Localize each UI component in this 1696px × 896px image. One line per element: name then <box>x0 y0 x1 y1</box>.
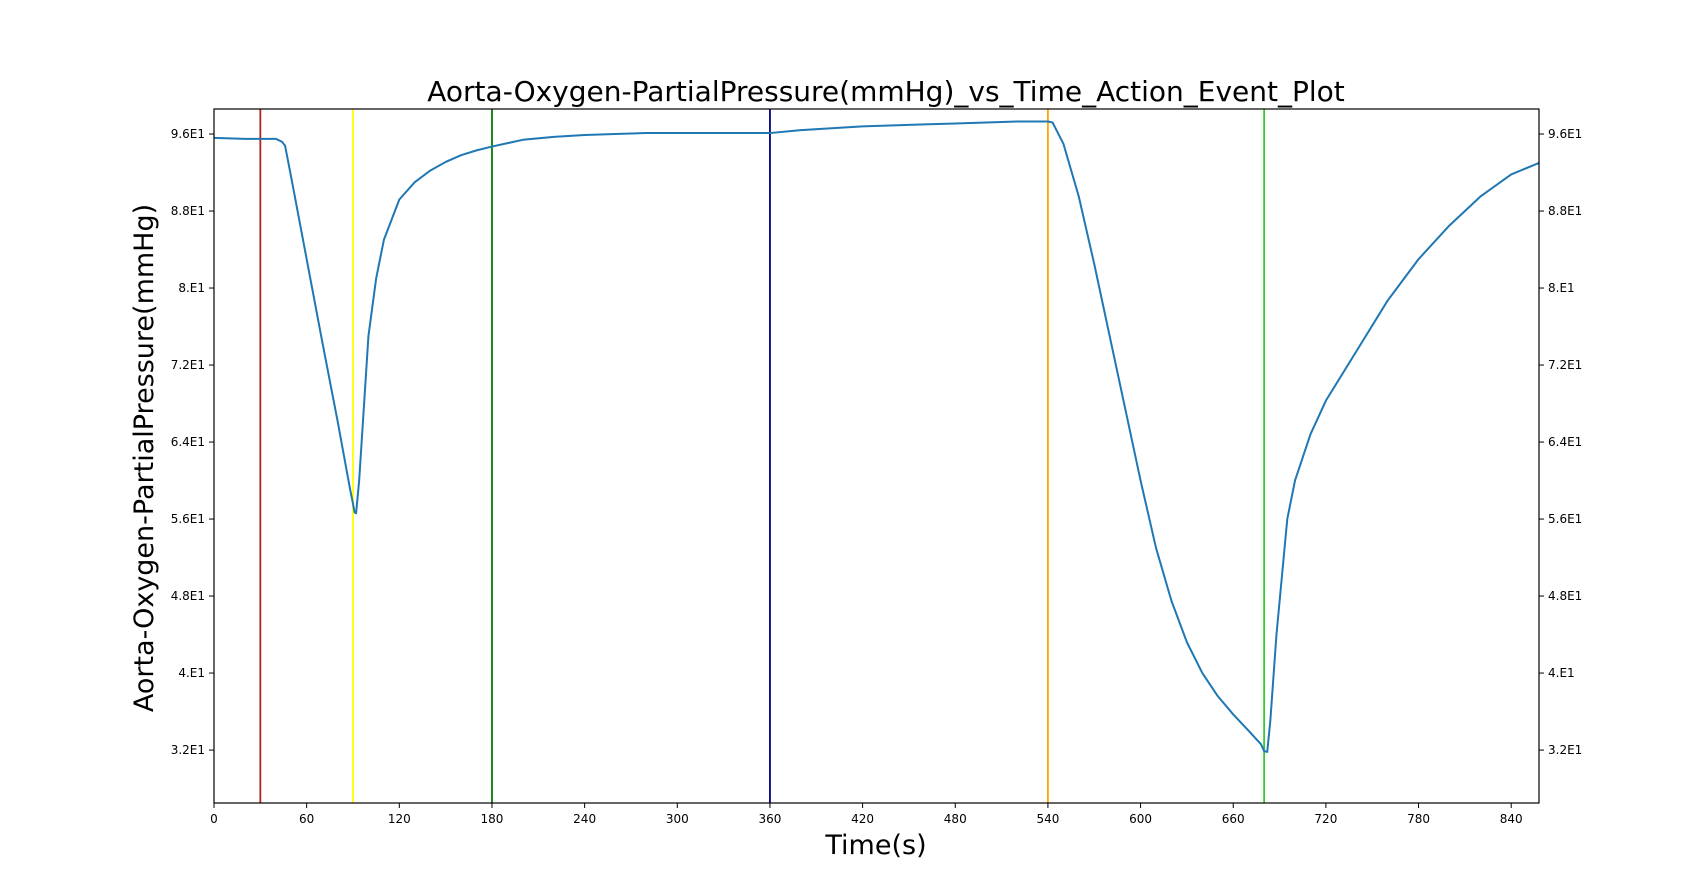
event-lines <box>259 109 1266 803</box>
x-tick-label: 240 <box>573 812 596 826</box>
x-tick-label: 600 <box>1129 812 1152 826</box>
series-layer <box>213 120 1540 753</box>
x-tick-label: 540 <box>1036 812 1059 826</box>
x-tick-label: 60 <box>299 812 314 826</box>
y-tick-label-right: 4.8E1 <box>1548 589 1582 603</box>
y-tick-label-left: 9.6E1 <box>171 127 205 141</box>
y-tick-label-left: 7.2E1 <box>171 358 205 372</box>
x-tick-label: 840 <box>1500 812 1523 826</box>
y-tick-label-left: 8.E1 <box>178 281 205 295</box>
x-axis-label: Time(s) <box>824 830 926 861</box>
x-tick-label: 180 <box>481 812 504 826</box>
series-line <box>213 120 1540 753</box>
axes: 0 60 120 180 240 300 360 420 480 540 600 660 720 780 8… <box>171 127 1583 826</box>
y-tick-label-left: 4.8E1 <box>171 589 205 603</box>
y-tick-label-left: 8.8E1 <box>171 204 205 218</box>
plot-frame <box>213 108 1540 804</box>
y-axis-label: Aorta-Oxygen-PartialPressure(mmHg) <box>129 204 160 712</box>
x-tick-label: 420 <box>851 812 874 826</box>
y-tick-label-right: 4.E1 <box>1548 666 1575 680</box>
x-tick-label: 0 <box>210 812 218 826</box>
y-tick-label-right: 3.2E1 <box>1548 743 1582 757</box>
y-tick-label-right: 6.4E1 <box>1548 435 1582 449</box>
y-tick-label-left: 3.2E1 <box>171 743 205 757</box>
y-tick-label-right: 9.6E1 <box>1548 127 1582 141</box>
y-tick-label-left: 4.E1 <box>178 666 205 680</box>
x-tick-label: 780 <box>1407 812 1430 826</box>
y-tick-label-right: 8.8E1 <box>1548 204 1582 218</box>
x-tick-label: 120 <box>388 812 411 826</box>
x-tick-label: 720 <box>1314 812 1337 826</box>
y-tick-label-left: 6.4E1 <box>171 435 205 449</box>
y-tick-label-right: 5.6E1 <box>1548 512 1582 526</box>
x-tick-label: 660 <box>1222 812 1245 826</box>
y-tick-label-right: 8.E1 <box>1548 281 1575 295</box>
y-tick-label-right: 7.2E1 <box>1548 358 1582 372</box>
x-tick-label: 480 <box>944 812 967 826</box>
chart-title: Aorta-Oxygen-PartialPressure(mmHg)_vs_Ti… <box>427 75 1345 108</box>
y-tick-label-left: 5.6E1 <box>171 512 205 526</box>
x-tick-label: 360 <box>758 812 781 826</box>
x-tick-label: 300 <box>666 812 689 826</box>
